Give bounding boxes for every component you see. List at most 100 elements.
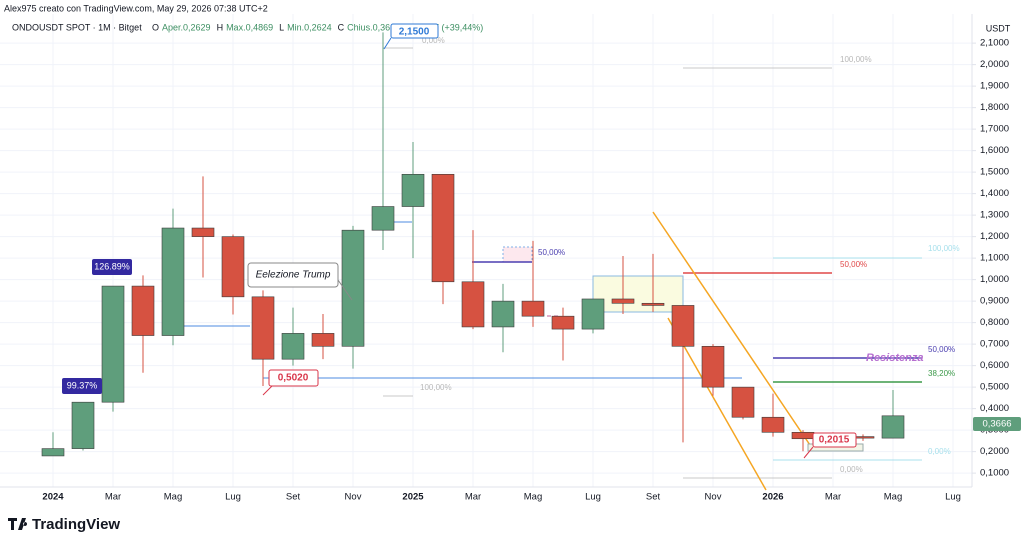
- fib-label: 50,00%: [538, 248, 565, 257]
- y-tick-label: 1,0000: [980, 274, 1009, 285]
- y-tick-label: 0,6000: [980, 360, 1009, 371]
- y-tick-label: 1,7000: [980, 124, 1009, 135]
- ohlc-item: H: [217, 22, 224, 32]
- callout-pointer: [337, 279, 353, 301]
- candle-body: [761, 416, 785, 433]
- y-tick-label: 0,2000: [980, 446, 1009, 457]
- ohlc-item: Aper.0,2629: [162, 22, 211, 32]
- x-tick-label: Nov: [345, 492, 362, 503]
- resistance-label: Resistenza: [866, 352, 923, 364]
- candle-body: [881, 415, 905, 439]
- x-tick-label: Mag: [884, 492, 902, 503]
- y-tick-label: 2,0000: [980, 59, 1009, 70]
- ohlc-item: +0,1037 (+39,44%): [406, 22, 483, 32]
- y-tick-label: 1,5000: [980, 167, 1009, 178]
- x-tick-label: 2024: [42, 492, 64, 503]
- low-label: 0,2015: [819, 435, 850, 446]
- ohlc-header: ONDOUSDT SPOT · 1M · Bitget O Aper.0,2629…: [12, 22, 483, 32]
- x-tick-label: Mar: [105, 492, 121, 503]
- candle-body: [551, 315, 575, 330]
- last-price-badge: [973, 417, 1021, 431]
- candle-body: [401, 173, 425, 207]
- y-tick-label: 1,6000: [980, 145, 1009, 156]
- fib-label: 0,00%: [840, 465, 863, 474]
- fib-label: 100,00%: [420, 383, 452, 392]
- x-tick-label: 2026: [762, 492, 783, 503]
- event-callout: [247, 262, 339, 288]
- y-tick-label: 1,1000: [980, 253, 1009, 264]
- candle-body: [671, 305, 695, 347]
- x-tick-label: Lug: [945, 492, 961, 503]
- candle-body: [611, 298, 635, 304]
- ohlc-item: O: [152, 22, 159, 32]
- time-axis: 2024 Mar Mag Lug Set Nov 2025 Mar Mag Lug Set Nov 20…: [42, 492, 961, 503]
- candle-body: [701, 345, 725, 388]
- brand-name: TradingView: [32, 516, 120, 533]
- low-label: 0,5020: [278, 373, 309, 384]
- event-label: Eelezione Trump: [256, 270, 331, 281]
- y-tick-label: 0,9000: [980, 296, 1009, 307]
- candle-body: [221, 236, 245, 298]
- price-callout: [268, 369, 319, 387]
- ohlc-item: Chius.0,3666: [347, 22, 400, 32]
- candle-body: [791, 431, 815, 440]
- range-box: [502, 246, 533, 263]
- brand: TradingView: [8, 516, 120, 533]
- fib-label: 100,00%: [840, 55, 872, 64]
- candle-body: [461, 281, 485, 328]
- x-tick-label: Mag: [524, 492, 542, 503]
- price-callout: [812, 432, 857, 448]
- fib-label: 50,00%: [840, 260, 867, 269]
- y-tick-label: 1,8000: [980, 102, 1009, 113]
- x-tick-label: Mar: [465, 492, 481, 503]
- ohlc-item: Max.0,4869: [226, 22, 273, 32]
- x-tick-label: Lug: [225, 492, 241, 503]
- y-tick-label: 0,7000: [980, 339, 1009, 350]
- axis-unit: USDT: [986, 23, 1011, 33]
- callout-pointer: [262, 385, 273, 396]
- fib-label: 50,00%: [928, 345, 955, 354]
- fib-label: 0,00%: [928, 447, 951, 456]
- y-tick-label: 1,4000: [980, 188, 1009, 199]
- candle-body: [71, 401, 95, 449]
- grid: [0, 14, 972, 487]
- y-tick-label: 0,5000: [980, 382, 1009, 393]
- price-axis: 0,10000,20000,30000,40000,50000,60000,70…: [972, 38, 1009, 479]
- x-tick-label: 2025: [402, 492, 424, 503]
- symbol-title: ONDOUSDT SPOT · 1M · Bitget: [12, 22, 142, 32]
- trend-line: [652, 211, 813, 449]
- x-tick-label: Mar: [825, 492, 841, 503]
- y-tick-label: 1,3000: [980, 210, 1009, 221]
- candle-body: [341, 229, 365, 347]
- x-tick-label: Set: [646, 492, 661, 503]
- ohlc-item: Min.0,2624: [287, 22, 332, 32]
- x-tick-label: Lug: [585, 492, 601, 503]
- candle-body: [521, 300, 545, 317]
- gain-badge: [62, 378, 102, 394]
- credit: Alex975 creato con TradingView.com, May …: [4, 3, 268, 13]
- fib-label: 38,20%: [928, 369, 955, 378]
- y-tick-label: 2,1000: [980, 38, 1009, 49]
- candle-body: [101, 285, 125, 403]
- candle-body: [251, 296, 275, 360]
- x-tick-label: Set: [286, 492, 301, 503]
- callout-pointer: [383, 37, 392, 50]
- candle-body: [41, 448, 65, 457]
- candle-body: [641, 302, 665, 306]
- x-tick-label: Nov: [705, 492, 722, 503]
- gain-badge: [92, 259, 132, 275]
- ohlc-item: L: [279, 22, 284, 32]
- candle-body: [131, 285, 155, 336]
- candle-body: [281, 333, 305, 360]
- y-tick-label: 0,8000: [980, 317, 1009, 328]
- range-box: [592, 275, 684, 313]
- ohlc-item: C: [338, 22, 345, 32]
- candle-body: [431, 173, 455, 283]
- x-tick-label: Mag: [164, 492, 182, 503]
- y-tick-label: 0,4000: [980, 403, 1009, 414]
- y-tick-label: 1,2000: [980, 231, 1009, 242]
- last-price-label: 0,3666: [982, 419, 1011, 430]
- candle-body: [161, 227, 185, 336]
- candle-body: [491, 300, 515, 328]
- candle-body: [581, 298, 605, 330]
